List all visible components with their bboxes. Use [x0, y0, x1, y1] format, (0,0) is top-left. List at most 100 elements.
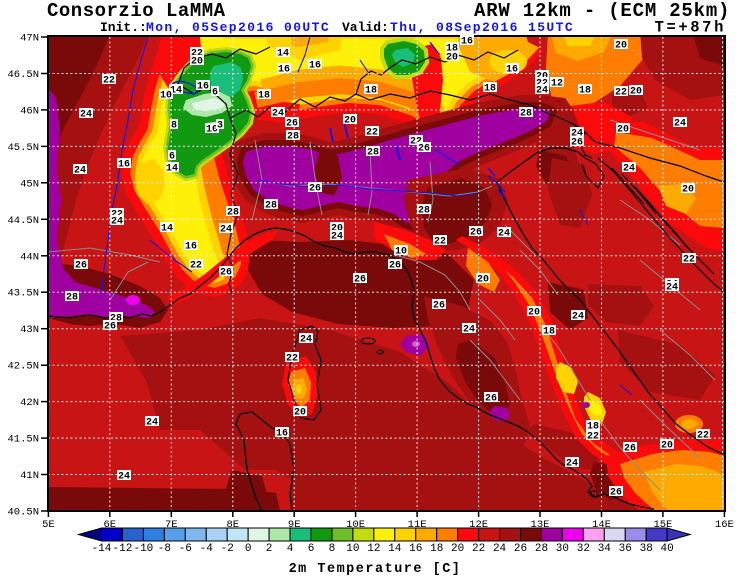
svg-text:40: 40 [661, 543, 674, 555]
svg-text:14: 14 [161, 224, 173, 235]
svg-text:24: 24 [74, 166, 86, 177]
svg-text:47N: 47N [20, 33, 39, 45]
svg-text:26: 26 [389, 261, 401, 272]
svg-text:16: 16 [461, 37, 473, 48]
svg-text:2: 2 [266, 543, 273, 555]
svg-text:26: 26 [485, 394, 497, 405]
svg-text:36: 36 [619, 543, 632, 555]
svg-text:24: 24 [463, 325, 475, 336]
svg-text:28: 28 [227, 208, 239, 219]
svg-text:40.5N: 40.5N [7, 507, 39, 519]
svg-text:6: 6 [169, 152, 175, 163]
svg-text:24: 24 [272, 109, 284, 120]
svg-text:46N: 46N [20, 105, 39, 117]
svg-text:-8: -8 [158, 543, 171, 555]
svg-text:18: 18 [430, 543, 443, 555]
svg-text:28: 28 [535, 543, 548, 555]
svg-text:20: 20 [331, 224, 343, 235]
svg-text:16E: 16E [715, 519, 734, 531]
svg-text:ARW 12km - (ECM 25km): ARW 12km - (ECM 25km) [474, 0, 730, 22]
svg-text:46.5N: 46.5N [7, 69, 39, 81]
svg-text:14: 14 [170, 86, 182, 97]
svg-text:20: 20 [477, 275, 489, 286]
svg-text:-6: -6 [179, 543, 192, 555]
svg-text:16: 16 [185, 242, 197, 253]
svg-text:18: 18 [446, 44, 458, 55]
svg-text:22: 22 [587, 432, 599, 443]
svg-text:34: 34 [598, 543, 612, 555]
svg-text:30: 30 [556, 543, 569, 555]
svg-text:12: 12 [367, 543, 380, 555]
svg-text:24: 24 [80, 110, 92, 121]
svg-text:Mon, 05Sep2016 00UTC: Mon, 05Sep2016 00UTC [146, 20, 330, 35]
svg-text:24: 24 [111, 217, 123, 228]
svg-text:20: 20 [617, 125, 629, 136]
svg-text:3: 3 [217, 121, 223, 132]
svg-text:24: 24 [220, 225, 232, 236]
svg-text:16: 16 [276, 429, 288, 440]
svg-text:20: 20 [615, 41, 627, 52]
svg-text:22: 22 [366, 128, 378, 139]
svg-text:22: 22 [472, 543, 485, 555]
svg-text:20: 20 [630, 87, 642, 98]
svg-text:26: 26 [624, 444, 636, 455]
svg-text:14: 14 [388, 543, 402, 555]
svg-text:10: 10 [160, 91, 172, 102]
svg-text:24: 24 [571, 129, 583, 140]
svg-text:26: 26 [433, 301, 445, 312]
svg-text:18: 18 [543, 327, 555, 338]
svg-text:6: 6 [308, 543, 315, 555]
svg-text:8: 8 [329, 543, 336, 555]
svg-text:22: 22 [191, 49, 203, 60]
svg-text:24: 24 [300, 335, 312, 346]
svg-text:45N: 45N [20, 178, 39, 190]
svg-text:26: 26 [354, 275, 366, 286]
svg-text:38: 38 [640, 543, 653, 555]
svg-text:14: 14 [277, 49, 289, 60]
svg-text:42.5N: 42.5N [7, 361, 39, 373]
svg-text:26: 26 [514, 543, 527, 555]
svg-text:Consorzio LaMMA: Consorzio LaMMA [47, 0, 226, 22]
svg-text:24: 24 [493, 543, 507, 555]
svg-text:16: 16 [409, 543, 422, 555]
svg-text:12: 12 [551, 79, 563, 90]
svg-text:18: 18 [484, 84, 496, 95]
svg-text:28: 28 [265, 201, 277, 212]
svg-text:28: 28 [287, 132, 299, 143]
svg-text:10: 10 [395, 247, 407, 258]
svg-text:16: 16 [197, 82, 209, 93]
svg-text:20: 20 [661, 441, 673, 452]
svg-text:22: 22 [190, 261, 202, 272]
svg-text:16: 16 [118, 160, 130, 171]
svg-text:Valid:: Valid: [342, 20, 389, 35]
svg-text:28: 28 [418, 206, 430, 217]
svg-text:41.5N: 41.5N [7, 434, 39, 446]
svg-text:41N: 41N [20, 470, 39, 482]
svg-text:26: 26 [309, 184, 321, 195]
svg-text:Thu, 08Sep2016 15UTC: Thu, 08Sep2016 15UTC [390, 20, 574, 35]
svg-text:-10: -10 [133, 543, 153, 555]
svg-text:26: 26 [75, 261, 87, 272]
svg-text:20: 20 [294, 408, 306, 419]
svg-text:26: 26 [610, 488, 622, 499]
svg-text:43.5N: 43.5N [7, 288, 39, 300]
svg-text:18: 18 [258, 91, 270, 102]
svg-text:18: 18 [365, 86, 377, 97]
svg-text:26: 26 [418, 144, 430, 155]
svg-text:42N: 42N [20, 397, 39, 409]
svg-text:20: 20 [344, 116, 356, 127]
svg-text:24: 24 [666, 283, 678, 294]
svg-text:44.5N: 44.5N [7, 215, 39, 227]
svg-text:24: 24 [498, 229, 510, 240]
svg-text:28: 28 [367, 148, 379, 159]
svg-text:-4: -4 [200, 543, 214, 555]
svg-text:16: 16 [278, 65, 290, 76]
svg-text:22: 22 [434, 237, 446, 248]
svg-text:28: 28 [66, 293, 78, 304]
svg-text:20: 20 [451, 543, 464, 555]
svg-text:20: 20 [191, 57, 203, 68]
svg-text:26: 26 [571, 138, 583, 149]
svg-text:16: 16 [506, 65, 518, 76]
svg-text:24: 24 [674, 119, 686, 130]
svg-text:-14: -14 [92, 543, 112, 555]
